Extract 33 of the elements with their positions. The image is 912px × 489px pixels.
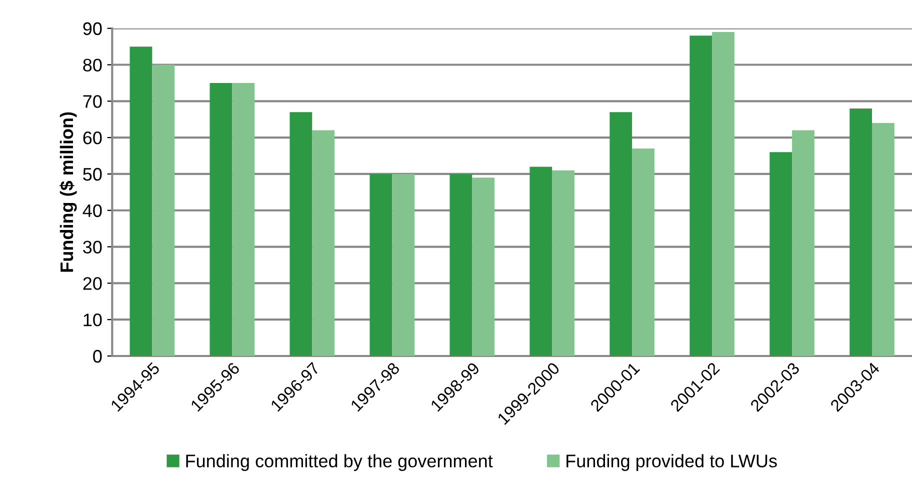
bar: [712, 32, 734, 356]
y-tick-label: 10: [84, 314, 102, 326]
legend-label: Funding committed by the government: [186, 454, 493, 471]
bar: [530, 166, 552, 356]
bar: [392, 174, 415, 356]
bar: [472, 178, 494, 356]
bar: [232, 82, 255, 356]
bar: [770, 152, 792, 356]
bar: [632, 148, 654, 356]
y-tick-label: 40: [82, 204, 102, 218]
y-tick-label: 50: [83, 168, 102, 181]
y-tick-label: 20: [83, 277, 102, 290]
bar: [872, 123, 894, 356]
bar: [610, 112, 632, 356]
y-tick-label: 80: [83, 58, 102, 72]
bar: [152, 64, 175, 356]
bar: [130, 46, 152, 356]
bar: [370, 174, 392, 356]
bar: [552, 170, 574, 356]
y-tick-label: 70: [83, 95, 102, 108]
bar: [450, 174, 472, 356]
y-tick-label: 90: [83, 22, 102, 36]
y-axis-title: Funding ($ million): [60, 112, 77, 272]
bar: [290, 112, 312, 356]
bar: [792, 130, 814, 356]
y-tick-label: 0: [93, 350, 102, 363]
y-tick-label: 30: [83, 240, 102, 254]
bar: [210, 82, 232, 356]
bar: [850, 108, 872, 356]
bar: [312, 130, 335, 356]
legend-label: Funding provided to LWUs: [566, 454, 777, 471]
bar: [690, 36, 712, 356]
y-tick-label: 60: [83, 132, 102, 144]
